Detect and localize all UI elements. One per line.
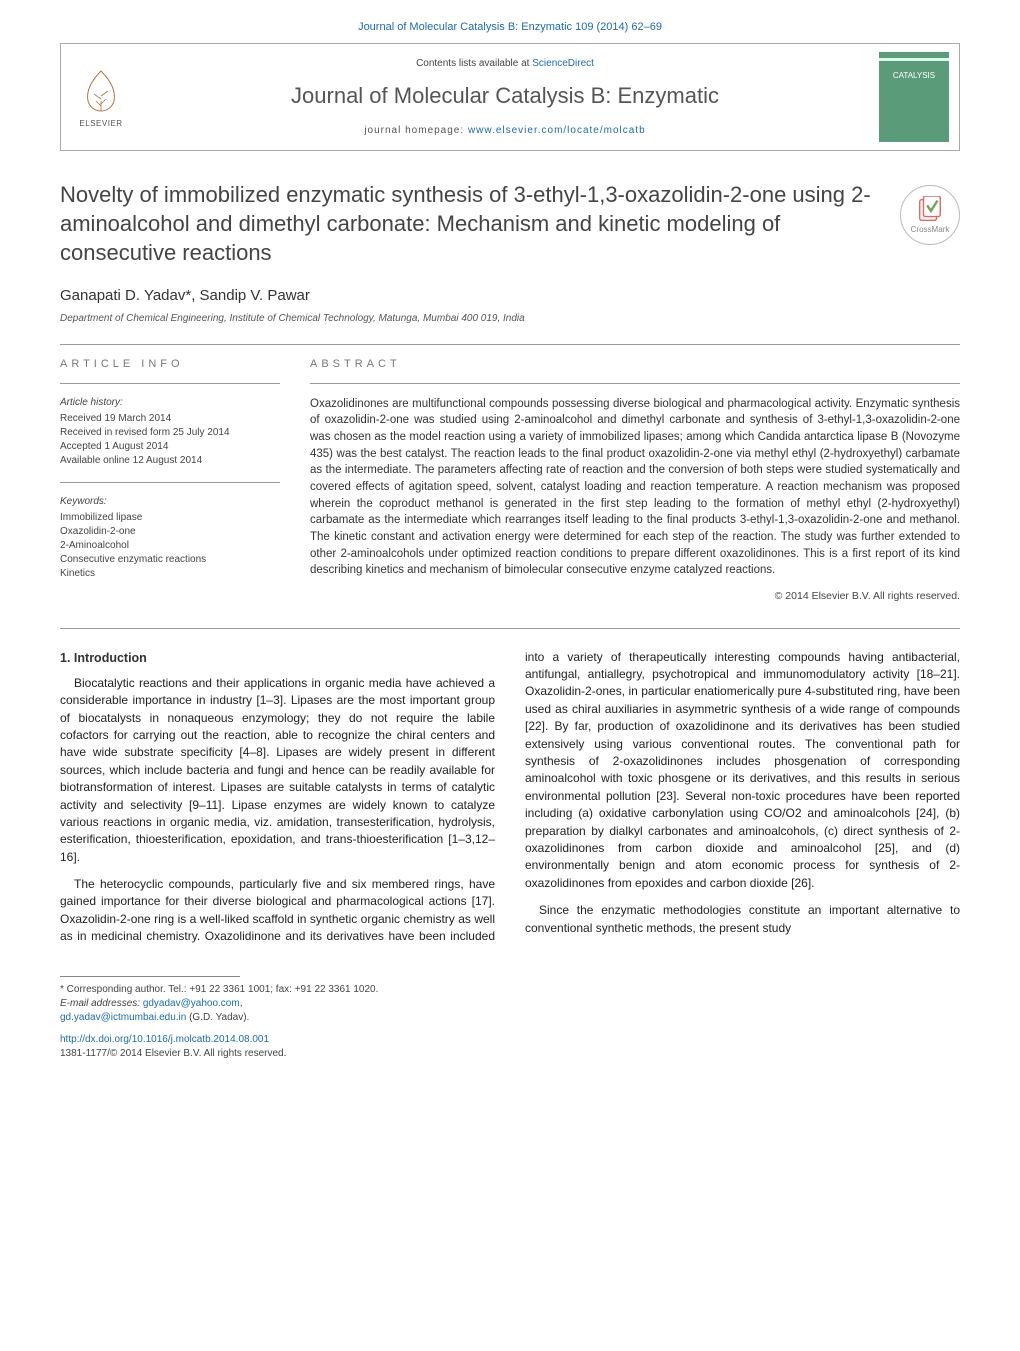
email-author-suffix: (G.D. Yadav).: [186, 1012, 249, 1023]
history-received: Received 19 March 2014: [60, 412, 280, 426]
keywords-head: Keywords:: [60, 495, 280, 509]
keyword-item: Consecutive enzymatic reactions: [60, 553, 280, 567]
rule-under-info-heading: [60, 383, 280, 384]
article-title: Novelty of immobilized enzymatic synthes…: [60, 181, 900, 267]
cover-band: [879, 58, 949, 61]
section-title: Introduction: [74, 651, 147, 665]
crossmark-label: CrossMark: [911, 224, 950, 235]
authors-line: Ganapati D. Yadav*, Sandip V. Pawar: [60, 285, 960, 306]
history-accepted: Accepted 1 August 2014: [60, 440, 280, 454]
abstract-text: Oxazolidinones are multifunctional compo…: [310, 396, 960, 579]
keyword-item: 2-Aminoalcohol: [60, 539, 280, 553]
affiliation-line: Department of Chemical Engineering, Inst…: [60, 312, 960, 326]
crossmark-icon: [916, 196, 944, 224]
article-info-heading: ARTICLE INFO: [60, 357, 280, 372]
contents-available-line: Contents lists available at ScienceDirec…: [146, 57, 864, 71]
article-info-column: ARTICLE INFO Article history: Received 1…: [60, 357, 280, 603]
journal-homepage-line: journal homepage: www.elsevier.com/locat…: [146, 124, 864, 138]
doi-link[interactable]: http://dx.doi.org/10.1016/j.molcatb.2014…: [60, 1033, 960, 1047]
keywords-block: Keywords: Immobilized lipase Oxazolidin-…: [60, 482, 280, 581]
body-paragraph: Since the enzymatic methodologies consti…: [525, 902, 960, 937]
rule-under-abstract-heading: [310, 383, 960, 384]
crossmark-badge[interactable]: CrossMark: [900, 185, 960, 245]
keyword-item: Immobilized lipase: [60, 511, 280, 525]
email-sep: ,: [240, 998, 243, 1009]
journal-reference-top[interactable]: Journal of Molecular Catalysis B: Enzyma…: [60, 20, 960, 35]
section-number: 1.: [60, 651, 70, 665]
issn-copyright-line: 1381-1177/© 2014 Elsevier B.V. All right…: [60, 1047, 960, 1061]
footnote-rule: [60, 976, 240, 977]
journal-title: Journal of Molecular Catalysis B: Enzyma…: [146, 81, 864, 112]
abstract-copyright: © 2014 Elsevier B.V. All rights reserved…: [310, 589, 960, 604]
sciencedirect-link[interactable]: ScienceDirect: [532, 58, 594, 69]
body-paragraph: Biocatalytic reactions and their applica…: [60, 675, 495, 866]
section-1-heading: 1. Introduction: [60, 649, 495, 667]
elsevier-logo-text: ELSEVIER: [79, 118, 122, 129]
homepage-prefix: journal homepage:: [364, 125, 468, 136]
abstract-column: ABSTRACT Oxazolidinones are multifunctio…: [310, 357, 960, 603]
email-label: E-mail addresses:: [60, 998, 143, 1009]
elsevier-logo[interactable]: ELSEVIER: [71, 62, 131, 132]
footnote-block: * Corresponding author. Tel.: +91 22 336…: [60, 976, 960, 1061]
journal-header-box: ELSEVIER Contents lists available at Sci…: [60, 43, 960, 151]
history-revised: Received in revised form 25 July 2014: [60, 426, 280, 440]
journal-cover-thumbnail[interactable]: CATALYSIS: [879, 52, 949, 142]
keyword-item: Kinetics: [60, 567, 280, 581]
journal-homepage-link[interactable]: www.elsevier.com/locate/molcatb: [468, 125, 646, 136]
corresponding-author-line: * Corresponding author. Tel.: +91 22 336…: [60, 983, 960, 997]
abstract-heading: ABSTRACT: [310, 357, 960, 372]
keyword-item: Oxazolidin-2-one: [60, 525, 280, 539]
contents-prefix: Contents lists available at: [416, 58, 532, 69]
email-line: E-mail addresses: gdyadav@yahoo.com,: [60, 997, 960, 1011]
body-columns: 1. Introduction Biocatalytic reactions a…: [60, 649, 960, 947]
rule-above-info: [60, 344, 960, 345]
history-online: Available online 12 August 2014: [60, 454, 280, 468]
email-line-2: gd.yadav@ictmumbai.edu.in (G.D. Yadav).: [60, 1011, 960, 1025]
rule-above-keywords: [60, 482, 280, 483]
article-history-head: Article history:: [60, 396, 280, 410]
title-row: Novelty of immobilized enzymatic synthes…: [60, 181, 960, 267]
header-center: Contents lists available at ScienceDirec…: [146, 57, 864, 138]
elsevier-tree-icon: [76, 66, 126, 116]
email-link-2[interactable]: gd.yadav@ictmumbai.edu.in: [60, 1012, 186, 1023]
cover-text: CATALYSIS: [883, 70, 945, 81]
email-link-1[interactable]: gdyadav@yahoo.com: [143, 998, 240, 1009]
info-abstract-row: ARTICLE INFO Article history: Received 1…: [60, 357, 960, 603]
rule-below-abstract: [60, 628, 960, 629]
